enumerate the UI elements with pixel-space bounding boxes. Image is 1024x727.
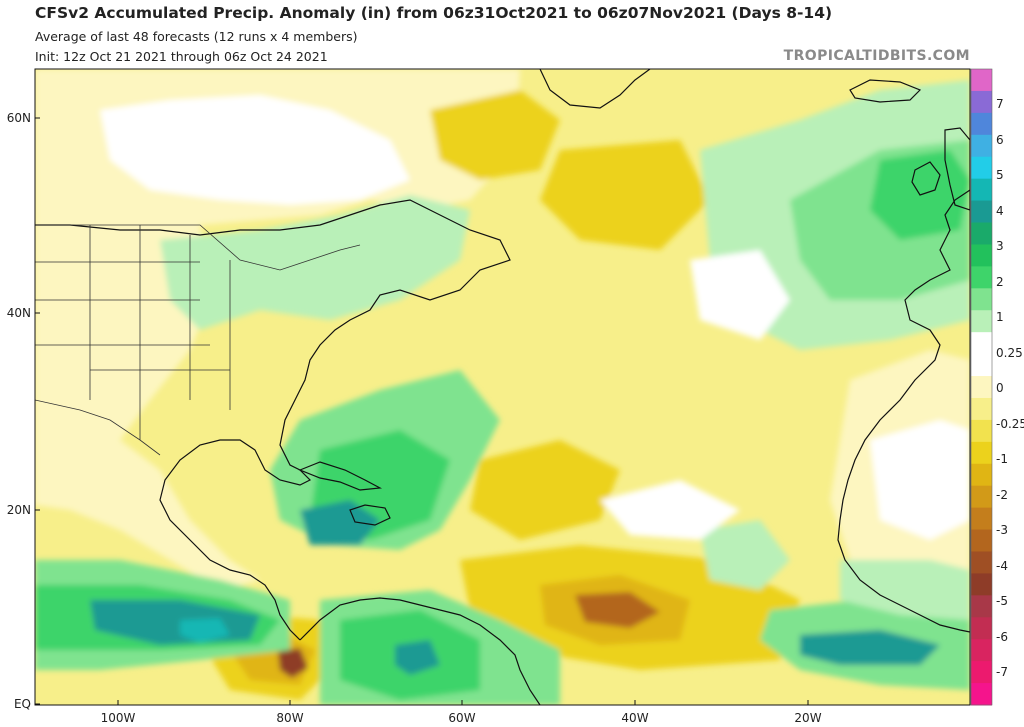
colorbar-label-0.25: 0.25 <box>996 346 1023 360</box>
anomaly-white-east-band <box>690 250 790 340</box>
colorbar-segment <box>971 551 992 574</box>
colorbar-segment <box>971 441 992 465</box>
coastlines <box>35 69 970 705</box>
colorbar-label-0: 0 <box>996 381 1004 395</box>
colorbar-segment <box>971 178 992 202</box>
colorbar-segment <box>971 266 992 289</box>
colorbar-label-neg4: -4 <box>996 559 1008 573</box>
colorbar-label-neg3: -3 <box>996 523 1008 537</box>
colorbar-segment <box>971 244 992 267</box>
anomaly-dark-brown-colombia <box>278 648 308 678</box>
chart-subtitle: Average of last 48 forecasts (12 runs x … <box>35 29 358 44</box>
colorbar-label-neg1: -1 <box>996 452 1008 466</box>
colorbar-segment <box>971 397 992 421</box>
grid-ticks <box>35 117 809 705</box>
colorbar-segment <box>971 112 992 136</box>
colorbar-segment <box>971 69 992 92</box>
colorbar-segment <box>971 573 992 596</box>
colorbar-label-1: 1 <box>996 310 1004 324</box>
colorbar-segment <box>971 288 992 311</box>
site-credit: TROPICALTIDBITS.COM <box>783 48 970 64</box>
colorbar-segment <box>971 332 992 355</box>
colorbar-segment <box>971 156 992 180</box>
political-borders <box>35 224 361 456</box>
anomaly-cyan-east-pacific <box>180 618 230 643</box>
coast-hispaniola <box>349 504 391 526</box>
header: CFSv2 Accumulated Precip. Anomaly (in) f… <box>0 0 1024 68</box>
colorbar-segment <box>971 222 992 245</box>
anomaly-gold-central-atlantic <box>470 440 620 540</box>
anomaly-green-northeast-us <box>160 195 470 330</box>
lat-label-eq: EQ <box>14 697 31 711</box>
lon-label-100w: 100W <box>101 711 136 725</box>
colorbar-labels: 7 6 5 4 3 2 1 0.25 0 -0.25 -1 -2 -3 -4 -… <box>996 97 1024 679</box>
border-us-canada <box>35 224 361 271</box>
colorbar-segment <box>971 354 992 377</box>
colorbar-label-neg2: -2 <box>996 488 1008 502</box>
anomaly-green-west-africa <box>840 560 970 620</box>
lon-label-60w: 60W <box>448 711 475 725</box>
colorbar-label-6: 6 <box>996 133 1004 147</box>
lon-label-40w: 40W <box>621 711 648 725</box>
colorbar-label-neg5: -5 <box>996 594 1008 608</box>
colorbar-label-neg7: -7 <box>996 665 1008 679</box>
anomaly-gold-labrador <box>430 90 560 180</box>
coast-britain <box>944 127 970 211</box>
colorbar-label-neg0.25: -0.25 <box>996 417 1024 431</box>
lon-label-20w: 20W <box>794 711 821 725</box>
border-us-mexico <box>35 399 161 456</box>
anomaly-light-yellow-us <box>35 215 210 470</box>
colorbar <box>970 68 993 706</box>
anomaly-brown-tropical <box>575 592 660 628</box>
anomaly-teal-caribbean <box>300 500 380 545</box>
chart-title: CFSv2 Accumulated Precip. Anomaly (in) f… <box>35 4 833 22</box>
anomaly-green-mid-atlantic <box>700 520 790 590</box>
colorbar-segment <box>971 617 992 640</box>
colorbar-label-4: 4 <box>996 204 1004 218</box>
lat-label-40n: 40N <box>7 306 31 320</box>
colorbar-label-5: 5 <box>996 168 1004 182</box>
colorbar-segment <box>971 639 992 662</box>
anomaly-light-yellow-mexico <box>35 440 260 590</box>
lat-label-20n: 20N <box>7 503 31 517</box>
colorbar-frame <box>970 68 993 706</box>
anomaly-white-mid-atlantic <box>600 480 740 540</box>
colorbar-segment <box>971 485 992 509</box>
colorbar-segment <box>971 683 992 706</box>
anomaly-white-sahara <box>870 420 970 540</box>
coast-greenland <box>539 69 651 109</box>
border-state-lines <box>35 225 231 440</box>
colorbar-label-neg6: -6 <box>996 630 1008 644</box>
colorbar-label-2: 2 <box>996 275 1004 289</box>
coast-iceland <box>849 79 922 103</box>
colorbar-segment <box>971 90 992 114</box>
anomaly-gold-north-atlantic <box>540 140 710 250</box>
coast-north-america <box>35 199 511 641</box>
colorbar-segment <box>971 134 992 158</box>
lon-label-80w: 80W <box>276 711 303 725</box>
colorbar-label-7: 7 <box>996 97 1004 111</box>
coast-ireland <box>911 161 941 196</box>
coast-south-america <box>299 597 541 705</box>
colorbar-segment <box>971 463 992 487</box>
anomaly-white-canada <box>100 95 410 205</box>
anomaly-teal-gulf-guinea <box>800 630 940 665</box>
colorbar-segment <box>971 419 992 443</box>
map-frame <box>34 68 971 706</box>
lat-label-60n: 60N <box>7 111 31 125</box>
coast-cuba <box>298 461 383 491</box>
anomaly-teal-south-america <box>395 640 440 675</box>
init-info: Init: 12z Oct 21 2021 through 06z Oct 24… <box>35 49 328 64</box>
coast-europe-africa <box>837 189 970 633</box>
colorbar-segment <box>971 529 992 552</box>
colorbar-label-3: 3 <box>996 239 1004 253</box>
colorbar-segment <box>971 595 992 618</box>
colorbar-segment <box>971 507 992 531</box>
colorbar-segment <box>971 310 992 333</box>
colorbar-segment <box>971 376 992 399</box>
colorbar-segment <box>971 200 992 224</box>
colorbar-segment <box>971 661 992 684</box>
